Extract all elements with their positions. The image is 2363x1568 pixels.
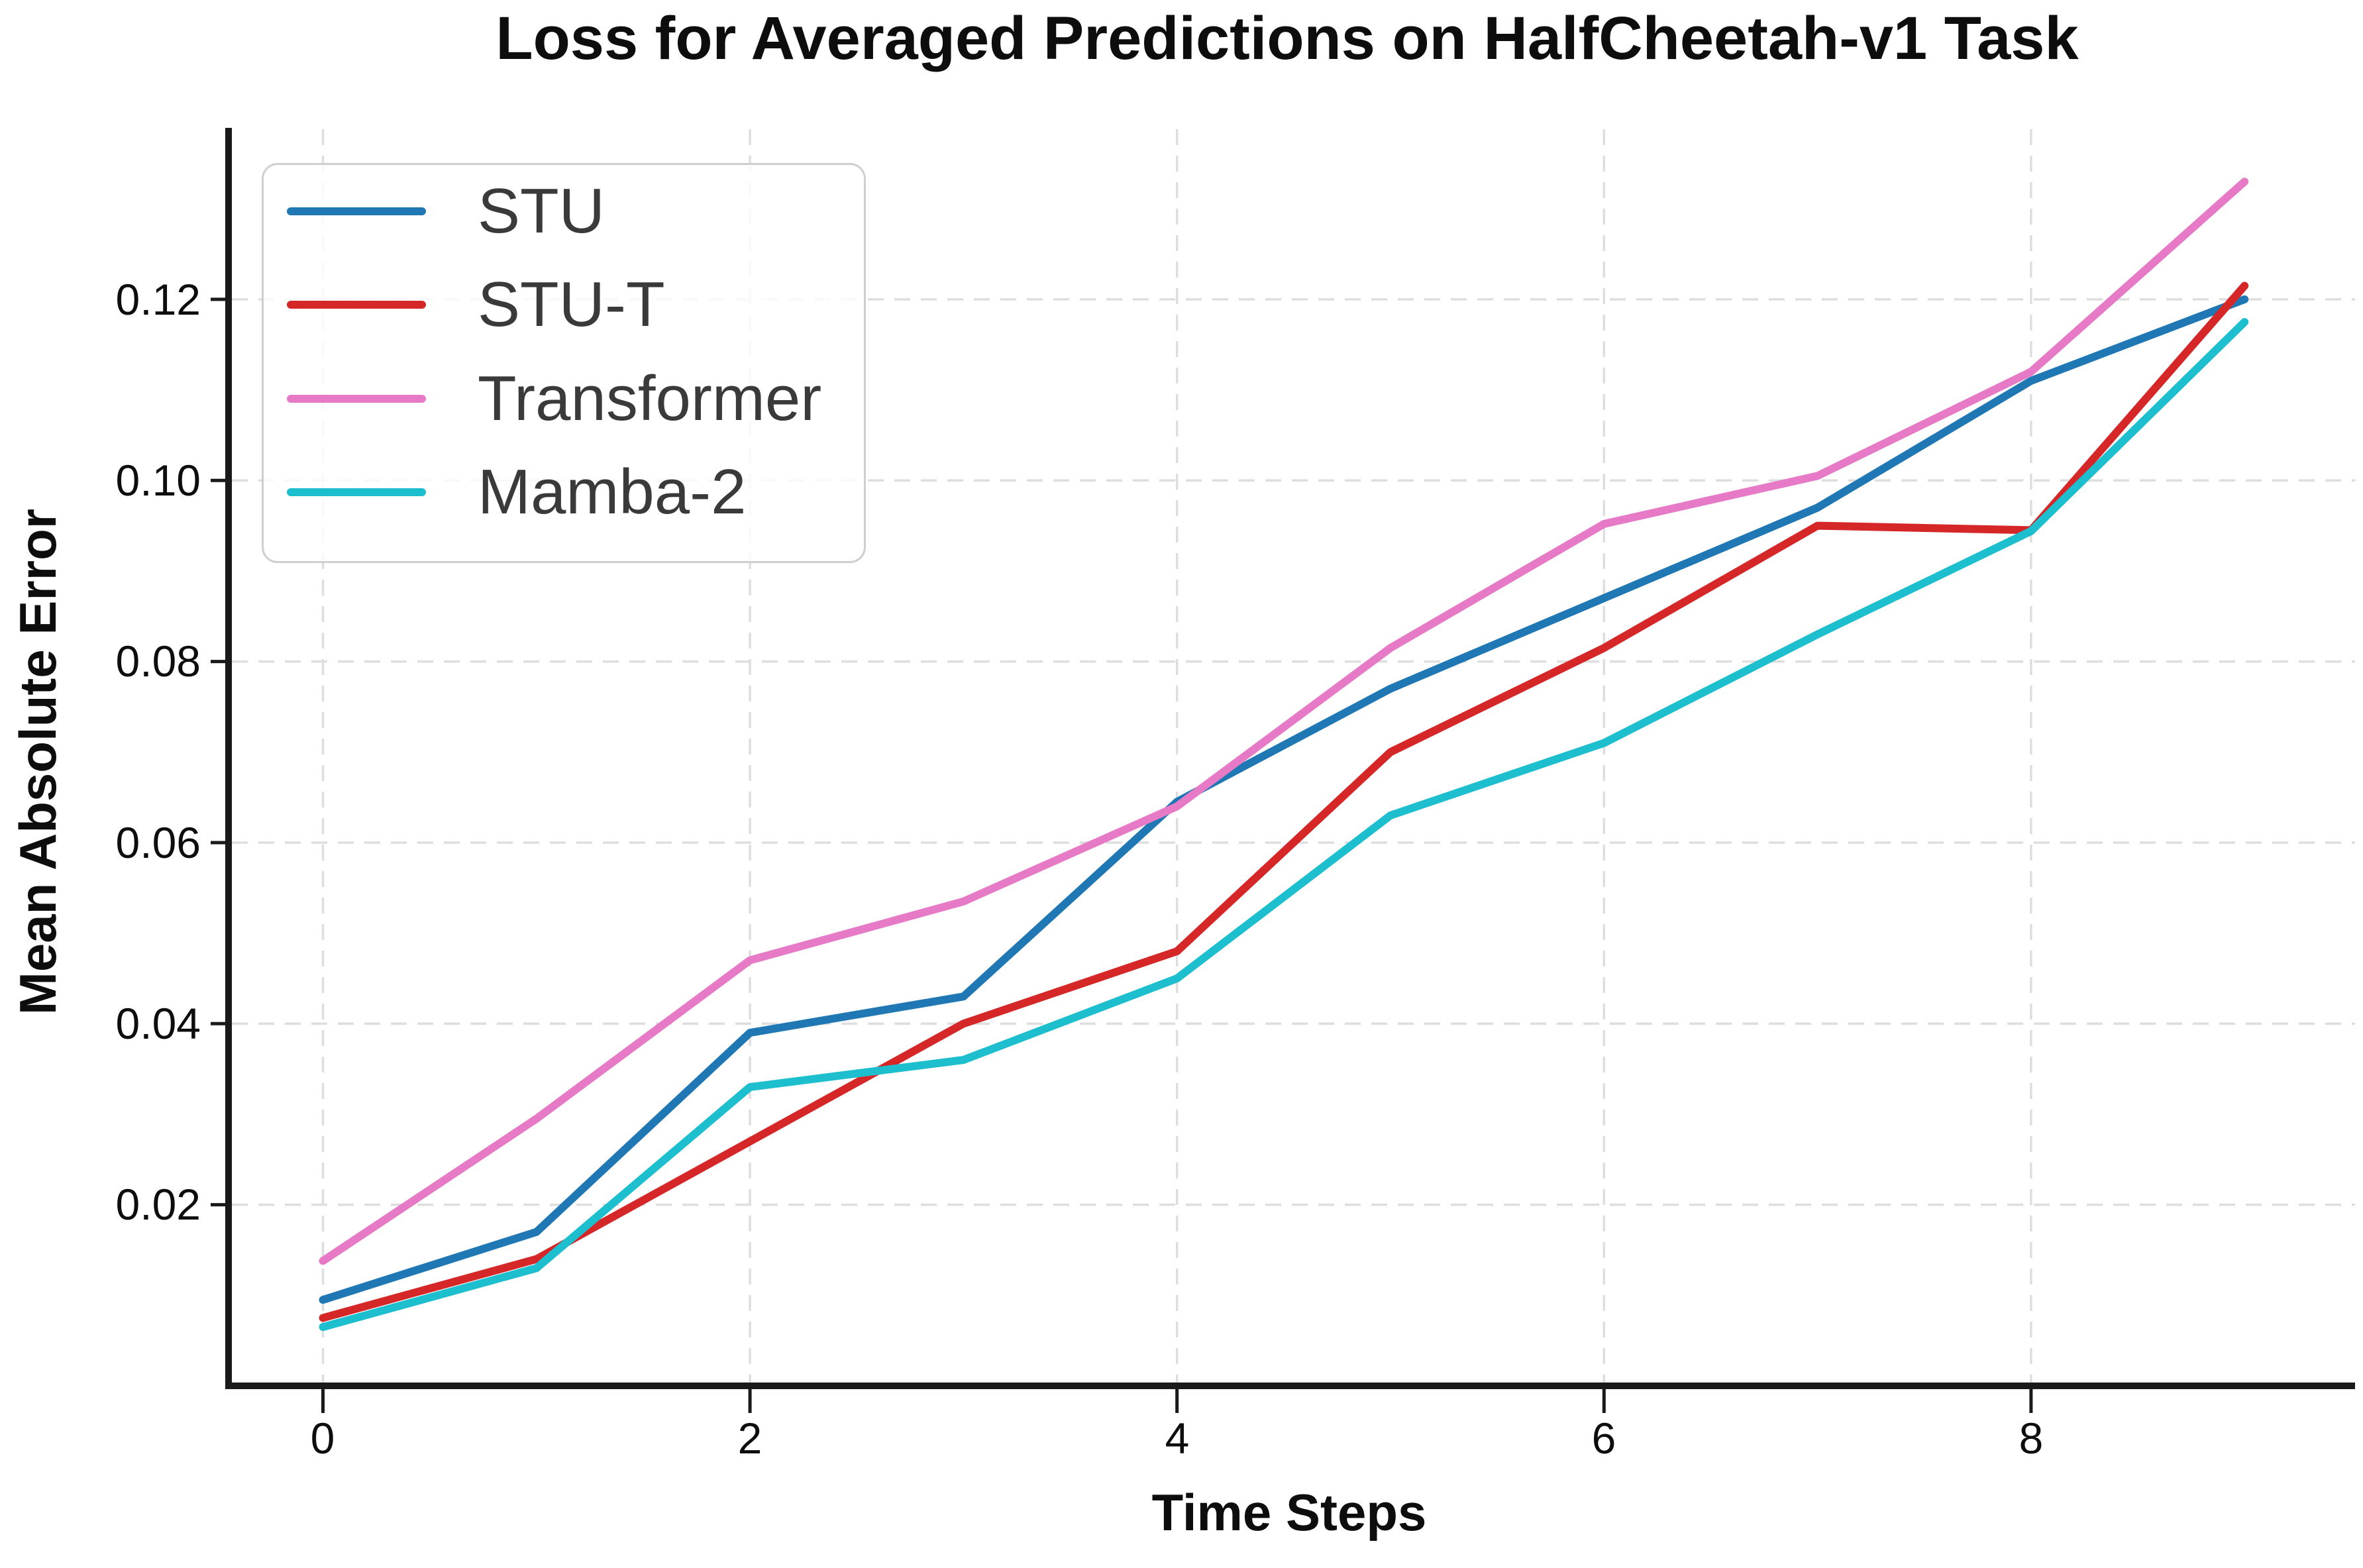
x-tick-label-3: 6 — [1591, 1414, 1616, 1463]
y-axis-label: Mean Absolute Error — [9, 508, 67, 1016]
y-tick-label-0.12: 0.12 — [115, 275, 201, 324]
x-tick-label-2: 4 — [1165, 1414, 1190, 1463]
y-tick-label-0.10: 0.10 — [115, 456, 201, 505]
legend: STU STU-T Transformer Mamba-2 — [262, 163, 866, 563]
legend-item-mamba-2: Mamba-2 — [264, 446, 864, 539]
y-tick-label-0.02: 0.02 — [115, 1180, 201, 1229]
x-tick-label-4: 8 — [2019, 1414, 2044, 1463]
chart-title: Loss for Averaged Predictions on HalfChe… — [496, 5, 2079, 72]
x-tick-label-1: 2 — [737, 1414, 762, 1463]
x-axis-label: Time Steps — [1151, 1483, 1427, 1542]
legend-label-stu-t: STU-T — [478, 269, 665, 340]
legend-label-mamba-2: Mamba-2 — [478, 456, 747, 527]
y-tick-label-0.08: 0.08 — [115, 637, 201, 686]
legend-swatch-stu-t — [287, 301, 426, 309]
line-transformer — [319, 178, 2249, 1265]
legend-item-transformer: Transformer — [264, 352, 864, 445]
legend-label-transformer: Transformer — [478, 363, 822, 434]
legend-item-stu: STU — [264, 165, 864, 258]
legend-swatch-mamba-2 — [287, 488, 426, 496]
y-tick-label-0.06: 0.06 — [115, 818, 201, 867]
x-tick-label-0: 0 — [310, 1414, 335, 1463]
legend-label-stu: STU — [478, 176, 605, 246]
line-mamba-2 — [319, 318, 2249, 1332]
line-stu — [319, 295, 2249, 1304]
legend-item-stu-t: STU-T — [264, 258, 864, 351]
line-stu-t — [319, 282, 2249, 1322]
legend-swatch-transformer — [287, 395, 426, 403]
legend-swatch-stu — [287, 207, 426, 215]
y-tick-label-0.04: 0.04 — [115, 999, 201, 1048]
